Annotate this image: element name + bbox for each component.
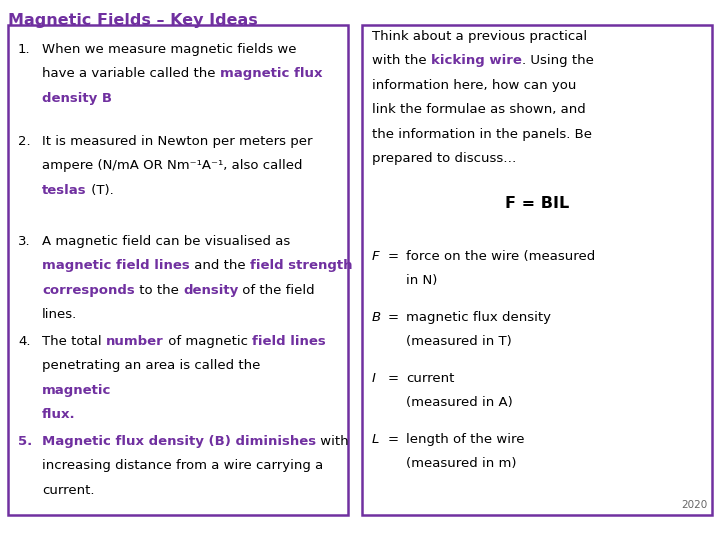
Text: It is measured in Newton per meters per: It is measured in Newton per meters per: [42, 135, 312, 148]
Text: =: =: [388, 372, 399, 384]
Text: with: with: [316, 435, 348, 448]
Text: penetrating an area is called the: penetrating an area is called the: [42, 360, 265, 373]
Text: magnetic field lines: magnetic field lines: [42, 259, 190, 272]
Bar: [8, 25, 348, 515]
Text: the information in the panels. Be: the information in the panels. Be: [372, 127, 592, 140]
Text: lines.: lines.: [42, 308, 77, 321]
Text: length of the wire: length of the wire: [406, 433, 524, 446]
Text: ampere (N/mA OR Nm⁻¹A⁻¹, also called: ampere (N/mA OR Nm⁻¹A⁻¹, also called: [42, 159, 302, 172]
Text: to the: to the: [135, 284, 183, 297]
Text: density: density: [183, 284, 238, 297]
Text: 4.: 4.: [18, 335, 30, 348]
Text: (measured in A): (measured in A): [406, 396, 513, 409]
Text: 5.: 5.: [18, 435, 32, 448]
Text: B: B: [372, 310, 381, 323]
Text: =: =: [388, 433, 399, 446]
Text: I: I: [372, 372, 376, 384]
Bar: [362, 25, 712, 515]
Text: The total: The total: [42, 335, 106, 348]
Text: 1.: 1.: [18, 43, 31, 56]
Text: A magnetic field can be visualised as: A magnetic field can be visualised as: [42, 235, 290, 248]
Text: flux.: flux.: [42, 408, 76, 421]
Text: increasing distance from a wire carrying a: increasing distance from a wire carrying…: [42, 460, 323, 472]
Text: (T).: (T).: [86, 184, 113, 197]
Text: field lines: field lines: [252, 335, 325, 348]
Text: in N): in N): [406, 274, 437, 287]
Text: link the formulae as shown, and: link the formulae as shown, and: [372, 103, 586, 116]
Text: magnetic flux density: magnetic flux density: [406, 310, 551, 323]
Text: L: L: [372, 433, 379, 446]
Text: corresponds: corresponds: [42, 284, 135, 297]
Text: =: =: [388, 310, 399, 323]
Text: of magnetic: of magnetic: [163, 335, 252, 348]
Text: F: F: [372, 249, 379, 262]
Text: current: current: [406, 372, 454, 384]
Text: have a variable called the: have a variable called the: [42, 68, 220, 80]
Text: prepared to discuss…: prepared to discuss…: [372, 152, 516, 165]
Text: (measured in m): (measured in m): [406, 457, 516, 470]
Text: of the field: of the field: [238, 284, 315, 297]
Text: F = BIL: F = BIL: [505, 196, 569, 211]
Text: density B: density B: [42, 92, 112, 105]
Text: 2.: 2.: [18, 135, 31, 148]
Text: with the: with the: [372, 55, 431, 68]
Text: Magnetic flux density (B) diminishes: Magnetic flux density (B) diminishes: [42, 435, 316, 448]
Text: magnetic: magnetic: [42, 384, 112, 397]
Text: Magnetic Fields – Key Ideas: Magnetic Fields – Key Ideas: [8, 13, 258, 28]
Text: =: =: [388, 249, 399, 262]
Text: force on the wire (measured: force on the wire (measured: [406, 249, 595, 262]
Text: teslas: teslas: [42, 184, 86, 197]
Text: current.: current.: [42, 484, 94, 497]
Text: field strength: field strength: [250, 259, 352, 272]
Text: kicking wire: kicking wire: [431, 55, 522, 68]
Text: 3.: 3.: [18, 235, 31, 248]
Text: 2020: 2020: [682, 500, 708, 510]
Text: When we measure magnetic fields we: When we measure magnetic fields we: [42, 43, 297, 56]
Text: (measured in T): (measured in T): [406, 335, 512, 348]
Text: information here, how can you: information here, how can you: [372, 79, 577, 92]
Text: number: number: [106, 335, 163, 348]
Text: magnetic flux: magnetic flux: [220, 68, 323, 80]
Text: . Using the: . Using the: [522, 55, 593, 68]
Text: and the: and the: [190, 259, 250, 272]
Text: Think about a previous practical: Think about a previous practical: [372, 30, 587, 43]
